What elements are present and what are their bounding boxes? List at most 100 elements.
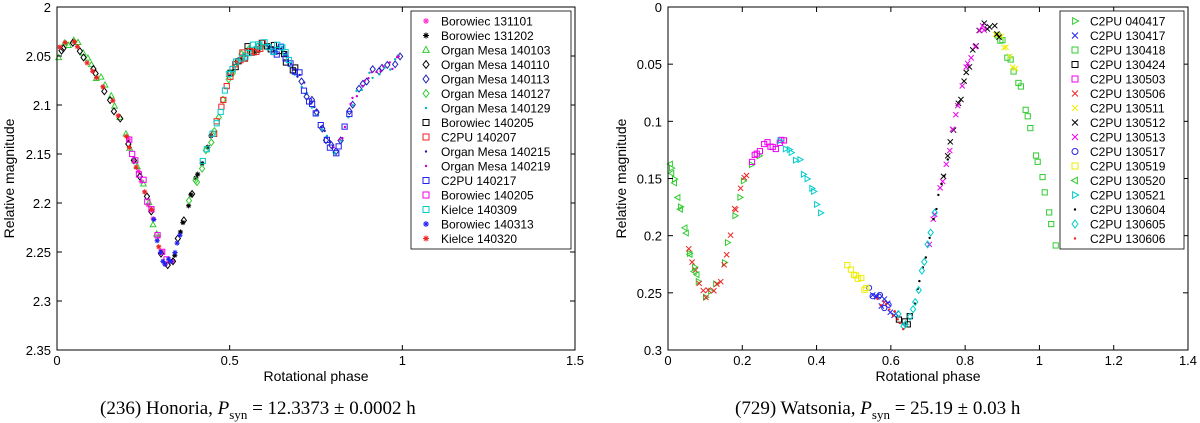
honoria-data-point: [130, 156, 138, 165]
watsonia-data-point: [943, 174, 946, 178]
watsonia-data-point: [909, 305, 917, 314]
watsonia-data-point: [1041, 189, 1048, 196]
honoria-data-point: [238, 55, 246, 62]
honoria-data-point: [126, 136, 132, 143]
honoria-series-14: [151, 216, 183, 267]
watsonia-data-point: [979, 22, 986, 29]
honoria-data-point: [333, 150, 340, 157]
watsonia-data-point: [692, 267, 699, 274]
watsonia-series-7: [940, 20, 1003, 180]
watsonia-legend-marker: [1071, 133, 1079, 141]
honoria-data-point: [382, 65, 385, 68]
honoria-data-point: [343, 125, 347, 129]
honoria-data-point: [310, 106, 314, 109]
honoria-data-point: [326, 144, 333, 151]
honoria-data-point: [211, 126, 218, 136]
watsonia-data-point: [911, 297, 919, 307]
honoria-data-point: [282, 49, 289, 56]
watsonia-series-15: [876, 297, 905, 331]
honoria-data-point: [368, 71, 371, 74]
watsonia-lightcurve-panel: 0 0.2 0.4 0.6 0.8 1 1.2 1.4 0 0.05 0.1 0.15 0.2 0.25 0…: [613, 0, 1197, 384]
watsonia-data-point: [1017, 83, 1024, 90]
watsonia-data-point: [727, 232, 734, 239]
honoria-legend-entry: Organ Mesa 140103: [441, 44, 551, 58]
honoria-data-point: [229, 65, 236, 73]
watsonia-legend-entry: C2PU 130605: [1090, 218, 1166, 232]
honoria-data-point: [177, 229, 184, 235]
honoria-data-point: [285, 56, 293, 64]
watsonia-data-point: [814, 200, 821, 209]
honoria-data-point: [397, 55, 400, 58]
honoria-data-point: [384, 60, 391, 70]
watsonia-caption-period-symbol: P: [860, 398, 872, 419]
watsonia-data-point: [895, 309, 902, 319]
watsonia-legend-marker: [1073, 208, 1077, 211]
watsonia-data-point: [1012, 65, 1019, 72]
watsonia-legend-marker: [1073, 237, 1077, 240]
honoria-y-tick-label: 2.35: [26, 343, 51, 358]
honoria-data-point: [71, 39, 77, 45]
honoria-data-point: [157, 249, 164, 255]
honoria-data-point: [389, 68, 392, 71]
honoria-data-point: [148, 206, 155, 212]
honoria-data-point: [198, 164, 206, 173]
watsonia-data-point: [882, 300, 886, 304]
watsonia-data-point: [797, 155, 805, 164]
honoria-data-point: [97, 72, 105, 80]
watsonia-data-point: [800, 170, 808, 178]
honoria-data-point: [246, 47, 254, 55]
honoria-data-point: [340, 139, 343, 143]
watsonia-data-point: [915, 285, 922, 295]
watsonia-data-point: [891, 314, 895, 317]
honoria-data-point: [296, 69, 303, 76]
honoria-data-point: [375, 70, 378, 74]
watsonia-y-tick-label: 0.2: [644, 229, 662, 244]
honoria-data-point: [300, 87, 308, 94]
honoria-caption-value: = 12.3373 ± 0.0002 h: [252, 398, 416, 419]
watsonia-caption-value: = 25.19 ± 0.03 h: [894, 398, 1021, 419]
honoria-data-point: [123, 133, 129, 139]
honoria-data-point: [282, 55, 289, 62]
honoria-data-point: [221, 87, 229, 94]
honoria-data-point: [325, 134, 329, 138]
watsonia-data-point: [1034, 158, 1041, 165]
honoria-y-tick-label: 2.25: [26, 245, 51, 260]
watsonia-series-9: [865, 284, 892, 312]
watsonia-series-14: [895, 208, 938, 331]
honoria-caption-period-subscript: syn: [229, 406, 248, 422]
watsonia-data-point: [667, 169, 675, 177]
honoria-data-point: [139, 179, 148, 187]
honoria-data-point: [363, 79, 366, 83]
watsonia-legend-entry: C2PU 130521: [1090, 189, 1166, 203]
watsonia-y-tick-label: 0.25: [637, 286, 662, 301]
honoria-legend-marker: [422, 119, 430, 126]
honoria-data-point: [132, 157, 139, 164]
honoria-data-point: [135, 168, 141, 174]
honoria-data-point: [209, 130, 216, 137]
watsonia-x-tick-label: 0.2: [733, 353, 751, 368]
watsonia-x-tick-label: 0: [664, 353, 671, 368]
watsonia-data-point: [1024, 113, 1031, 120]
honoria-data-point: [245, 50, 252, 57]
watsonia-x-tick-label: 1.4: [1179, 353, 1197, 368]
watsonia-data-point: [1027, 124, 1034, 132]
honoria-legend-marker: [422, 191, 430, 199]
watsonia-data-point: [844, 262, 851, 269]
honoria-data-point: [341, 136, 344, 140]
watsonia-data-point: [932, 217, 935, 221]
honoria-data-point: [154, 232, 161, 239]
watsonia-data-point: [991, 22, 998, 29]
watsonia-data-point: [691, 263, 699, 271]
honoria-data-point: [388, 61, 391, 64]
honoria-data-point: [151, 216, 157, 223]
watsonia-data-point: [876, 297, 879, 300]
honoria-data-point: [94, 75, 100, 81]
honoria-data-point: [143, 192, 151, 201]
honoria-data-point: [256, 43, 263, 50]
watsonia-series-11: [666, 160, 700, 279]
watsonia-data-point: [793, 156, 800, 164]
watsonia-data-point: [893, 310, 897, 313]
watsonia-data-point: [961, 78, 968, 85]
honoria-data-point: [144, 198, 151, 205]
